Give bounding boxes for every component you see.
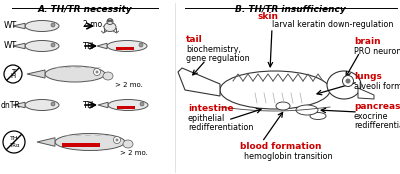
Text: H: H (10, 73, 16, 80)
Ellipse shape (104, 22, 116, 31)
Circle shape (96, 70, 98, 73)
Text: brain: brain (354, 37, 381, 46)
Text: TRα: TRα (9, 143, 19, 148)
Text: skin: skin (258, 12, 279, 21)
Text: biochemistry,: biochemistry, (186, 45, 241, 54)
Ellipse shape (25, 21, 59, 31)
Circle shape (51, 43, 55, 47)
Text: redifferentiation: redifferentiation (188, 123, 253, 132)
Polygon shape (98, 102, 108, 108)
Ellipse shape (123, 140, 133, 148)
Text: redifferentiation: redifferentiation (354, 121, 400, 130)
Polygon shape (13, 23, 25, 29)
Ellipse shape (25, 100, 59, 110)
Text: intestine: intestine (188, 104, 234, 113)
Text: gene regulation: gene regulation (186, 54, 250, 63)
FancyBboxPatch shape (62, 143, 100, 147)
Text: TH: TH (82, 101, 94, 110)
Text: 2 mo.: 2 mo. (83, 20, 104, 29)
Polygon shape (13, 43, 25, 49)
Circle shape (114, 136, 120, 144)
Ellipse shape (276, 102, 290, 110)
Text: B. TH/TR insufficiency: B. TH/TR insufficiency (235, 5, 345, 14)
Text: lungs: lungs (354, 72, 382, 81)
Circle shape (94, 69, 100, 76)
Circle shape (116, 139, 118, 141)
Circle shape (346, 78, 350, 84)
Text: WT: WT (4, 22, 17, 30)
Circle shape (3, 131, 25, 153)
Polygon shape (178, 68, 220, 96)
Ellipse shape (25, 41, 59, 52)
Polygon shape (37, 138, 55, 146)
Ellipse shape (310, 113, 326, 120)
Text: larval keratin down-regulation: larval keratin down-regulation (272, 20, 393, 29)
Text: PRO neurons: PRO neurons (354, 47, 400, 56)
Ellipse shape (108, 100, 148, 110)
Ellipse shape (55, 133, 125, 151)
Ellipse shape (296, 105, 318, 115)
Circle shape (139, 43, 143, 47)
Circle shape (140, 102, 144, 106)
Text: hemoglobin transition: hemoglobin transition (244, 152, 332, 161)
Text: epithelial: epithelial (188, 114, 225, 123)
Text: T: T (11, 69, 15, 74)
Polygon shape (27, 70, 45, 78)
Text: exocrine: exocrine (354, 112, 388, 121)
Ellipse shape (103, 72, 113, 80)
Text: alveoli formation: alveoli formation (354, 82, 400, 91)
Circle shape (107, 19, 113, 25)
Text: tail: tail (186, 35, 203, 44)
Text: TH: TH (10, 136, 18, 141)
Text: blood formation: blood formation (240, 142, 322, 151)
Text: > 2 mo.: > 2 mo. (115, 82, 143, 88)
FancyBboxPatch shape (117, 106, 135, 109)
Circle shape (110, 19, 113, 22)
Text: A. TH/TR necessity: A. TH/TR necessity (38, 5, 132, 14)
Text: WT: WT (4, 42, 17, 50)
Ellipse shape (107, 41, 147, 52)
Text: pancreas: pancreas (354, 102, 400, 111)
Text: dnTR: dnTR (1, 101, 21, 109)
Ellipse shape (220, 71, 330, 109)
Ellipse shape (45, 66, 105, 82)
Circle shape (342, 76, 354, 86)
Circle shape (51, 102, 55, 106)
Text: TH: TH (82, 42, 94, 51)
Polygon shape (97, 43, 107, 49)
Ellipse shape (327, 71, 361, 99)
Text: > 2 mo.: > 2 mo. (120, 150, 148, 156)
Polygon shape (13, 102, 25, 108)
Circle shape (107, 19, 110, 22)
FancyBboxPatch shape (116, 47, 134, 50)
Circle shape (4, 65, 22, 83)
Polygon shape (358, 88, 374, 99)
Circle shape (51, 23, 55, 27)
